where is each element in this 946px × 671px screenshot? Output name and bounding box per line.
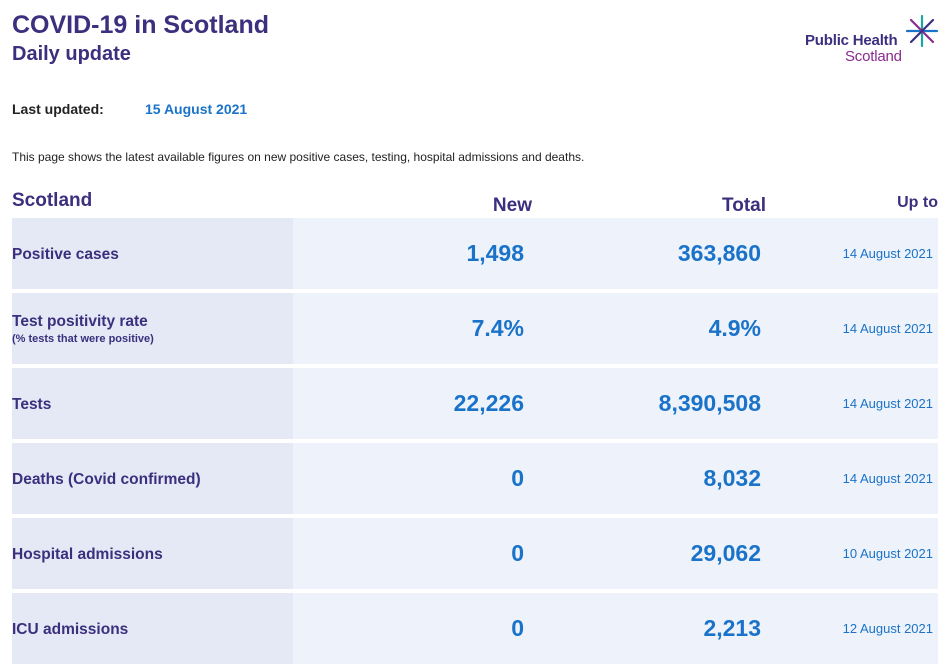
table-row-tests: Tests 22,226 8,390,508 14 August 2021 [12, 368, 938, 439]
row-new-value: 0 [511, 540, 524, 566]
row-total-value: 8,390,508 [658, 390, 761, 416]
row-label-cell: Test positivity rate (% tests that were … [12, 293, 293, 364]
row-label-cell: Deaths (Covid confirmed) [12, 443, 293, 514]
row-new-value: 22,226 [453, 390, 524, 416]
table-header-total: Total [722, 195, 766, 216]
row-label: Test positivity rate [12, 313, 148, 330]
row-new-value: 1,498 [466, 240, 524, 266]
table-header-new: New [492, 195, 532, 216]
row-up-to-date: 12 August 2021 [842, 621, 933, 636]
page-subtitle: Daily update [12, 43, 131, 65]
row-up-to-date: 14 August 2021 [842, 471, 933, 486]
row-total-value: 363,860 [677, 240, 761, 266]
table-row-positive-cases: Positive cases 1,498 363,860 14 August 2… [12, 218, 938, 289]
row-label: Hospital admissions [12, 546, 163, 563]
table-row-icu-admissions: ICU admissions 0 2,213 12 August 2021 [12, 593, 938, 664]
row-up-to-date: 14 August 2021 [842, 246, 933, 261]
row-total-value: 2,213 [703, 615, 761, 641]
table-row-hospital-admissions: Hospital admissions 0 29,062 10 August 2… [12, 518, 938, 589]
star-icon [905, 14, 939, 48]
stats-table: Positive cases 1,498 363,860 14 August 2… [12, 218, 938, 668]
row-up-to-date: 14 August 2021 [842, 396, 933, 411]
row-total-value: 4.9% [708, 315, 761, 341]
page-title: COVID-19 in Scotland [12, 11, 269, 39]
table-row-deaths: Deaths (Covid confirmed) 0 8,032 14 Augu… [12, 443, 938, 514]
public-health-scotland-logo[interactable]: Public Health Scotland [805, 14, 940, 66]
row-new-value: 0 [511, 615, 524, 641]
row-total-value: 29,062 [690, 540, 761, 566]
last-updated-date: 15 August 2021 [145, 101, 248, 117]
row-label-cell: Tests [12, 368, 293, 439]
row-total-value: 8,032 [703, 465, 761, 491]
logo-text-public-health: Public Health [805, 32, 898, 49]
row-label-cell: ICU admissions [12, 593, 293, 664]
table-header-region: Scotland [12, 190, 93, 211]
row-sublabel: (% tests that were positive) [12, 333, 154, 345]
row-up-to-date: 14 August 2021 [842, 321, 933, 336]
table-row-test-positivity: Test positivity rate (% tests that were … [12, 293, 938, 364]
row-new-value: 7.4% [471, 315, 524, 341]
table-header-up-to: Up to [897, 194, 938, 211]
intro-text: This page shows the latest available fig… [12, 150, 585, 164]
row-label: Deaths (Covid confirmed) [12, 471, 201, 488]
row-label: Positive cases [12, 246, 119, 263]
row-label-cell: Hospital admissions [12, 518, 293, 589]
row-new-value: 0 [511, 465, 524, 491]
logo-text-scotland: Scotland [845, 48, 902, 65]
row-label: ICU admissions [12, 621, 129, 638]
row-label-cell: Positive cases [12, 218, 293, 289]
row-up-to-date: 10 August 2021 [842, 546, 933, 561]
last-updated-label: Last updated: [12, 101, 104, 117]
row-label: Tests [12, 396, 52, 413]
